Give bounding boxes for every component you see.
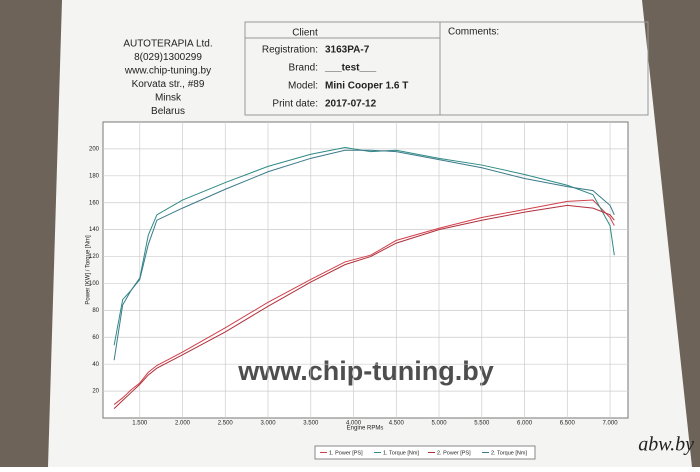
x-tick-label: 3.500 bbox=[303, 421, 319, 427]
x-axis-label: Engine RPMs bbox=[347, 426, 384, 432]
corner-mark: abw.by bbox=[638, 434, 694, 456]
comments-box bbox=[439, 21, 649, 116]
company-line: Minsk bbox=[155, 93, 182, 104]
field-label: Brand: bbox=[289, 63, 318, 74]
field-label: Model: bbox=[288, 81, 318, 92]
x-tick-label: 1.500 bbox=[132, 421, 148, 427]
x-tick-label: 4.000 bbox=[346, 421, 362, 427]
legend-label: 2. Power [PS] bbox=[437, 450, 471, 456]
field-label: Registration: bbox=[262, 45, 318, 56]
field-value: Mini Cooper 1.6 T bbox=[325, 81, 408, 92]
y-tick-label: 120 bbox=[89, 254, 100, 260]
field-value: ___test___ bbox=[324, 63, 377, 74]
y-tick-label: 20 bbox=[92, 389, 99, 395]
field-value: 2017-07-12 bbox=[325, 99, 377, 110]
company-line: AUTOTERAPIA Ltd. bbox=[123, 39, 212, 50]
x-tick-label: 4.500 bbox=[389, 421, 405, 427]
client-title: Client bbox=[292, 28, 318, 39]
x-tick-label: 2.000 bbox=[175, 421, 191, 427]
series-line bbox=[113, 149, 615, 361]
x-tick-label: 7.000 bbox=[603, 421, 619, 427]
legend-label: 1. Torque [Nm] bbox=[383, 450, 419, 456]
x-tick-label: 3.000 bbox=[261, 421, 277, 427]
y-tick-label: 140 bbox=[89, 227, 100, 233]
legend-box bbox=[314, 445, 536, 460]
x-tick-label: 5.000 bbox=[432, 421, 448, 427]
y-tick-label: 180 bbox=[89, 173, 100, 179]
company-line: www.chip-tuning.by bbox=[124, 66, 211, 77]
field-value: 3163PA-7 bbox=[325, 45, 370, 56]
watermark: www.chip-tuning.by bbox=[237, 356, 493, 386]
y-tick-label: 80 bbox=[92, 308, 99, 314]
series-line bbox=[113, 199, 615, 405]
y-axis-label: Power [KW] / Torque [Nm] bbox=[86, 235, 92, 305]
y-tick-label: 100 bbox=[89, 281, 100, 287]
company-line: Belarus bbox=[151, 106, 185, 117]
company-line: 8(029)1300299 bbox=[134, 52, 202, 63]
legend-label: 2. Torque [Nm] bbox=[491, 450, 527, 456]
company-line: Korvata str., #89 bbox=[132, 79, 205, 90]
comments-title: Comments: bbox=[448, 27, 499, 38]
x-tick-label: 5.500 bbox=[474, 421, 490, 427]
series-line bbox=[113, 204, 615, 409]
x-tick-label: 6.500 bbox=[560, 421, 576, 427]
plot-area bbox=[102, 121, 629, 419]
legend-label: 1. Power [PS] bbox=[329, 450, 363, 456]
x-tick-label: 6.000 bbox=[517, 421, 533, 427]
field-label: Print date: bbox=[272, 99, 318, 110]
y-tick-label: 40 bbox=[92, 362, 99, 368]
series-line bbox=[113, 147, 615, 346]
x-tick-label: 2.500 bbox=[218, 421, 234, 427]
y-tick-label: 60 bbox=[92, 335, 99, 341]
y-tick-label: 160 bbox=[89, 200, 100, 206]
y-tick-label: 200 bbox=[89, 146, 100, 152]
